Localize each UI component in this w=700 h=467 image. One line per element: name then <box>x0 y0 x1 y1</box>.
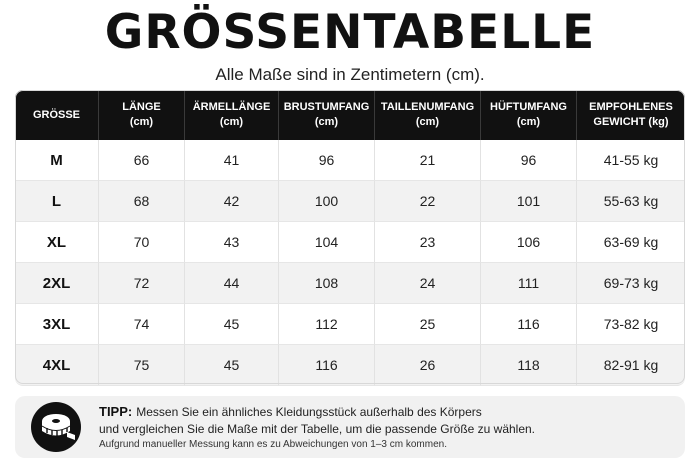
tip-line1-text: Messen Sie ein ähnliches Kleidungsstück … <box>136 405 482 419</box>
table-body: M 66 41 96 21 96 41-55 kg L 68 42 100 22 101 55-63 kg… <box>15 140 685 386</box>
table-cell: 73-82 kg <box>577 304 685 345</box>
column-header: LÄNGE (cm) <box>99 90 185 140</box>
table-row: XL 70 43 104 23 106 63-69 kg <box>15 222 685 263</box>
table-cell: 63-69 kg <box>577 222 685 263</box>
size-label-cell: 2XL <box>15 263 99 304</box>
table-row: 3XL 74 45 112 25 116 73-82 kg <box>15 304 685 345</box>
table-cell: 66 <box>99 140 185 181</box>
size-label-cell: M <box>15 140 99 181</box>
table-cell: 112 <box>279 304 375 345</box>
column-header-unit: (cm) <box>129 116 154 128</box>
table-row: 4XL 75 45 116 26 118 82-91 kg <box>15 345 685 386</box>
page-subtitle: Alle Maße sind in Zentimetern (cm). <box>215 65 485 84</box>
table-cell: 108 <box>279 263 375 304</box>
table-cell: 45 <box>185 345 279 386</box>
table-cell: 26 <box>375 345 481 386</box>
tip-label: TIPP: <box>99 404 133 419</box>
tip-text-line1: TIPP: Messen Sie ein ähnliches Kleidungss… <box>99 404 482 420</box>
table-cell: 24 <box>375 263 481 304</box>
table-cell: 74 <box>99 304 185 345</box>
table-cell: 45 <box>185 304 279 345</box>
column-header-label: GRÖSSE <box>32 108 81 121</box>
size-label-cell: 4XL <box>15 345 99 386</box>
column-header-unit: (cm) <box>516 116 541 128</box>
column-header-label: LÄNGE <box>122 101 161 113</box>
table-cell: 82-91 kg <box>577 345 685 386</box>
column-header: HÜFTUMFANG (cm) <box>481 90 577 140</box>
column-header-label: ÄRMELLÄNGE <box>192 101 271 113</box>
table-cell: 41 <box>185 140 279 181</box>
column-header-unit: (cm) <box>219 116 244 128</box>
table-cell: 75 <box>99 345 185 386</box>
measuring-tape-icon <box>31 402 81 452</box>
table-cell: 70 <box>99 222 185 263</box>
table-row: M 66 41 96 21 96 41-55 kg <box>15 140 685 181</box>
size-table: GRÖSSE LÄNGE (cm) ÄRMELLÄNGE (cm) BRUSTUMFANG… <box>15 90 685 386</box>
page-title: GRÖSSENTABELLE <box>104 5 596 60</box>
table-cell: 68 <box>99 181 185 222</box>
size-label-cell: XL <box>15 222 99 263</box>
column-header-label: TAILLENUMFANG <box>380 101 475 113</box>
table-header-row: GRÖSSE LÄNGE (cm) ÄRMELLÄNGE (cm) BRUSTUMFANG… <box>15 90 685 140</box>
column-header: TAILLENUMFANG (cm) <box>375 90 481 140</box>
column-header: EMPFOHLENES GEWICHT (kg) <box>577 90 685 140</box>
table-cell: 116 <box>279 345 375 386</box>
table-cell: 100 <box>279 181 375 222</box>
tip-note: Aufgrund manueller Messung kann es zu Ab… <box>99 439 447 450</box>
column-header-unit: (cm) <box>415 116 440 128</box>
table-cell: 22 <box>375 181 481 222</box>
table-cell: 43 <box>185 222 279 263</box>
table-row: L 68 42 100 22 101 55-63 kg <box>15 181 685 222</box>
column-header-label: BRUSTUMFANG <box>283 101 370 113</box>
table-cell: 69-73 kg <box>577 263 685 304</box>
table-cell: 101 <box>481 181 577 222</box>
table-cell: 111 <box>481 263 577 304</box>
column-header-label: EMPFOHLENES <box>589 101 673 113</box>
table-cell: 25 <box>375 304 481 345</box>
table-cell: 55-63 kg <box>577 181 685 222</box>
column-header: GRÖSSE <box>15 90 99 140</box>
column-header-label: HÜFTUMFANG <box>490 101 567 113</box>
table-cell: 41-55 kg <box>577 140 685 181</box>
table-cell: 44 <box>185 263 279 304</box>
table-cell: 118 <box>481 345 577 386</box>
column-header-unit: (cm) <box>314 116 339 128</box>
column-header-unit: GEWICHT (kg) <box>593 116 669 128</box>
table-row: 2XL 72 44 108 24 111 69-73 kg <box>15 263 685 304</box>
size-label-cell: 3XL <box>15 304 99 345</box>
table-cell: 106 <box>481 222 577 263</box>
tip-box: TIPP: Messen Sie ein ähnliches Kleidungss… <box>15 396 685 458</box>
table-cell: 96 <box>481 140 577 181</box>
tip-text-line2: und vergleichen Sie die Maße mit der Tab… <box>99 422 536 436</box>
table-cell: 42 <box>185 181 279 222</box>
size-label-cell: L <box>15 181 99 222</box>
table-cell: 96 <box>279 140 375 181</box>
table-cell: 21 <box>375 140 481 181</box>
table-cell: 104 <box>279 222 375 263</box>
column-header: BRUSTUMFANG (cm) <box>279 90 375 140</box>
column-header: ÄRMELLÄNGE (cm) <box>185 90 279 140</box>
table-cell: 116 <box>481 304 577 345</box>
table-cell: 72 <box>99 263 185 304</box>
table-cell: 23 <box>375 222 481 263</box>
